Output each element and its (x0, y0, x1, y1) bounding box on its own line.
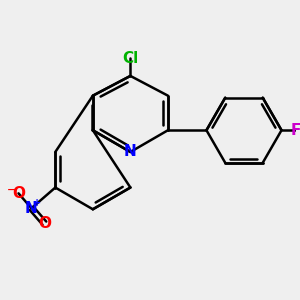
Text: F: F (290, 123, 300, 138)
Text: Cl: Cl (122, 51, 139, 66)
Text: O: O (12, 186, 25, 201)
Text: +: + (33, 198, 41, 208)
Text: O: O (38, 216, 51, 231)
Text: N: N (124, 145, 137, 160)
Text: N: N (25, 201, 38, 216)
Text: −: − (7, 184, 16, 194)
